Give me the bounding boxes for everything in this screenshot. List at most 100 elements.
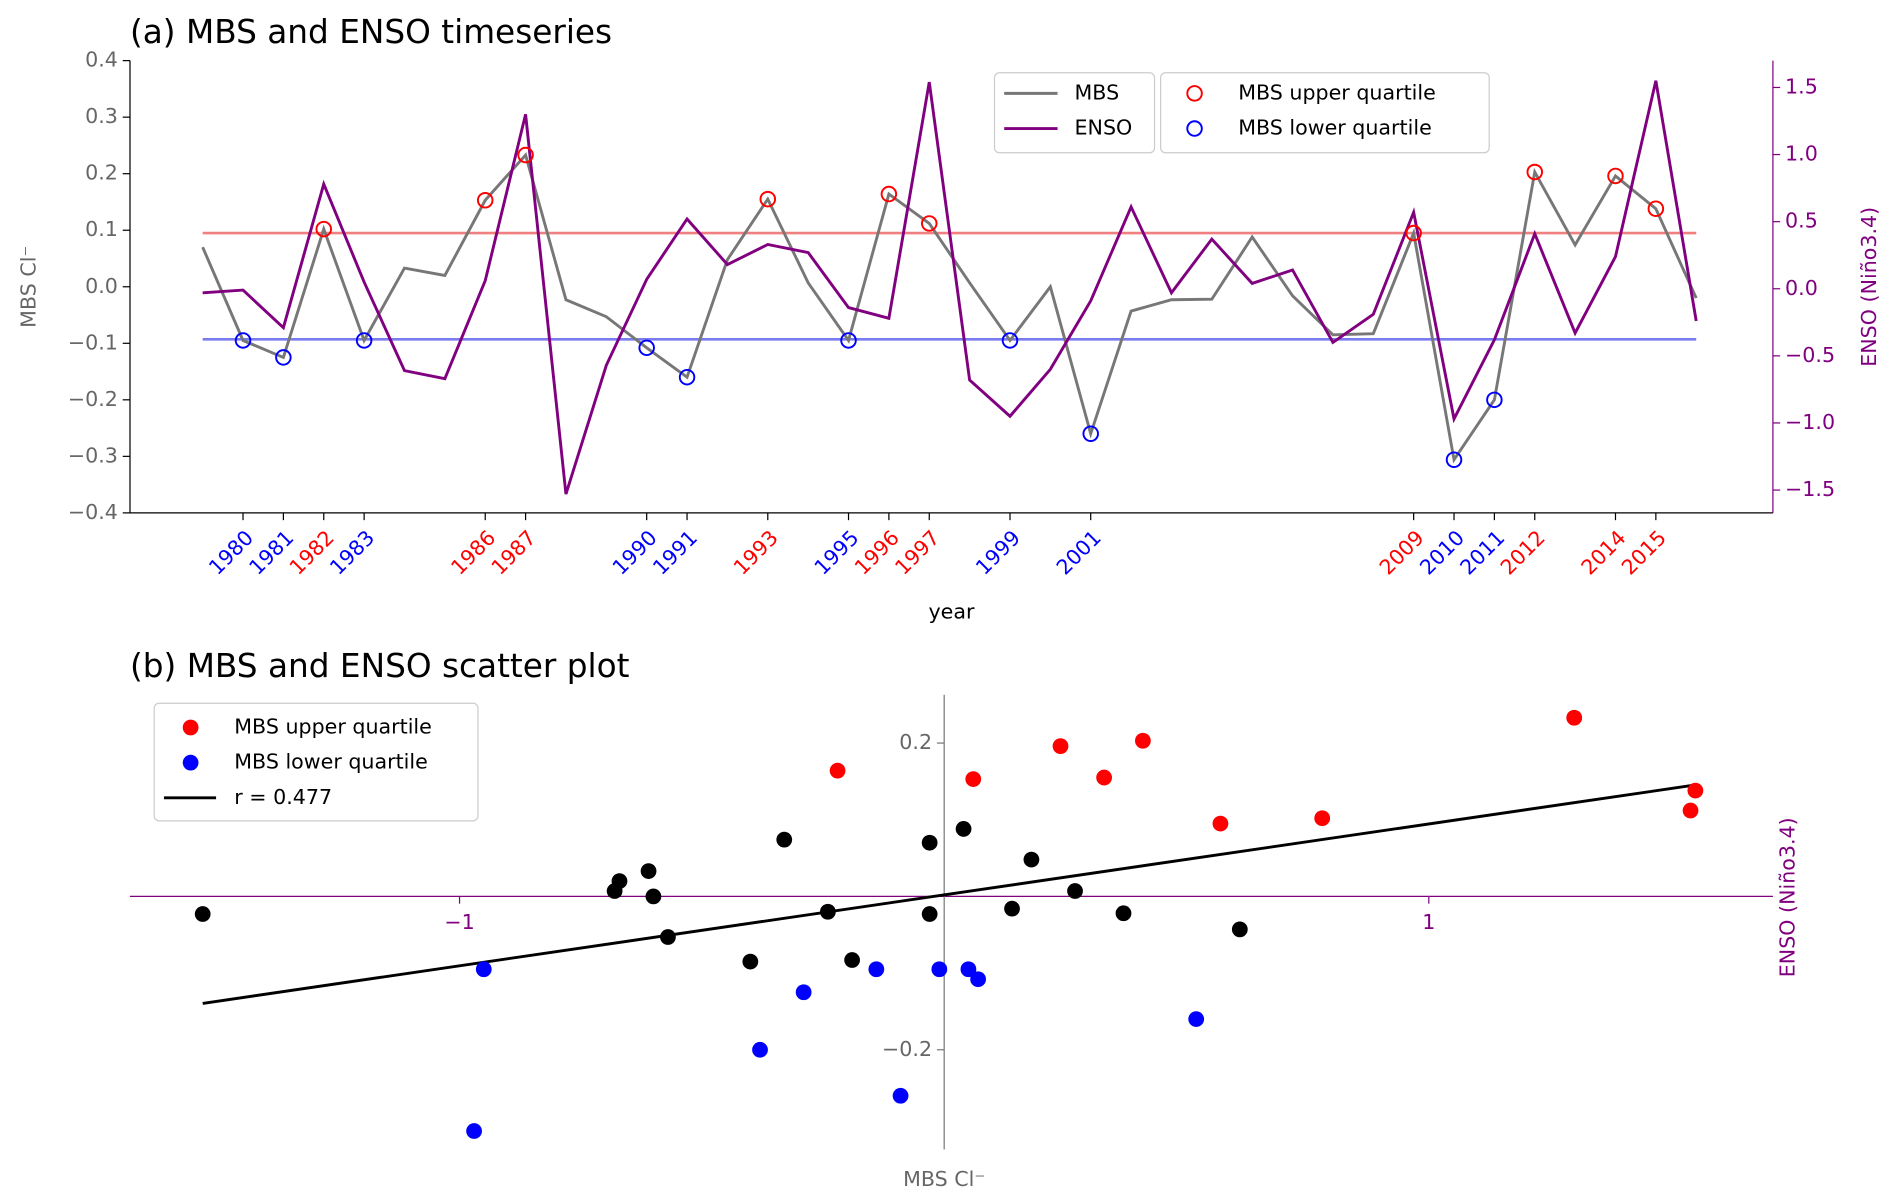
legend-swatch [1186, 85, 1203, 102]
x-tick-label: 2010 [1415, 526, 1469, 580]
y-tick-label: 0.4 [85, 48, 118, 72]
x-axis-label: ENSO (Niño3.4) [1776, 817, 1800, 977]
scatter-point [1566, 709, 1583, 726]
scatter-point [965, 771, 982, 787]
chart-title: (a) MBS and ENSO timeseries [130, 13, 612, 51]
scatter-point [194, 906, 211, 922]
quartile-marker [1526, 163, 1543, 181]
scatter-point [1314, 810, 1331, 827]
y2-tick-label: 1.5 [1785, 74, 1818, 98]
scatter-point [1212, 815, 1229, 832]
scatter-point [892, 1087, 909, 1104]
y-tick-label: 0.1 [85, 217, 118, 241]
quartile-marker [840, 332, 857, 349]
y2-tick-label: −0.5 [1785, 343, 1835, 367]
legend-box [1160, 72, 1490, 154]
y-tick-label: 0.2 [85, 161, 118, 185]
x-tick-label: 1990 [608, 526, 662, 580]
scatter-point [776, 831, 793, 848]
scatter-point [960, 961, 977, 978]
scatter-point [819, 903, 836, 920]
y-tick-label: −0.4 [68, 500, 118, 524]
y-tick-label: −0.3 [68, 443, 118, 467]
x-tick-label: 1981 [244, 526, 298, 580]
series-line [201, 152, 1698, 464]
scatter-point [1096, 769, 1112, 786]
legend-box [153, 702, 479, 822]
quartile-marker [1001, 332, 1019, 349]
scatter-point [475, 961, 492, 978]
quartile-marker [678, 368, 696, 386]
quartile-marker [1647, 200, 1665, 217]
quartile-marker [880, 185, 898, 203]
scatter-point [1004, 900, 1020, 917]
y2-tick-label: −1.0 [1785, 410, 1835, 434]
scatter-point [844, 952, 860, 968]
quartile-marker [476, 192, 494, 209]
x-tick-label: 1982 [285, 526, 339, 580]
quartile-marker [1607, 167, 1624, 185]
quartile-marker [638, 339, 655, 357]
scatter-point [660, 929, 676, 945]
legend-label: MBS upper quartile [1238, 80, 1436, 104]
scatter-point [1231, 921, 1248, 938]
x-tick-label: 1993 [729, 526, 783, 580]
legend-label: MBS [1075, 80, 1120, 104]
quartile-marker [355, 332, 373, 349]
quartile-marker [1486, 391, 1503, 409]
y-axis-label: MBS Cl⁻ [903, 1167, 985, 1191]
y-axis-label: MBS Cl⁻ [16, 246, 40, 328]
legend-label: MBS lower quartile [1238, 116, 1432, 140]
y-tick-label: 0.2 [899, 730, 932, 754]
x-tick-label: 1999 [971, 526, 1025, 580]
x-tick-label: 1991 [648, 526, 702, 580]
quartile-marker [275, 349, 292, 366]
scatter-point [752, 1041, 768, 1058]
x-tick-label: 1997 [890, 526, 944, 580]
scatter-point [931, 961, 948, 978]
legend-label: r = 0.477 [234, 785, 332, 809]
x-tick-label: 1980 [204, 526, 258, 580]
y-tick-label: −0.2 [882, 1037, 932, 1061]
quartile-marker [517, 146, 534, 164]
legend-label: MBS upper quartile [234, 714, 432, 738]
quartile-marker [921, 215, 938, 232]
y-tick-label: 0.3 [85, 104, 118, 128]
scatter-point [466, 1123, 482, 1139]
y2-tick-label: 0.0 [1785, 276, 1818, 300]
scatter-point [955, 821, 972, 837]
quartile-marker [759, 190, 777, 208]
legend-label: ENSO [1075, 116, 1133, 140]
quartile-marker [315, 220, 333, 238]
x-tick-label: 2009 [1375, 526, 1429, 580]
quartile-marker [234, 332, 252, 349]
scatter-point [829, 762, 846, 779]
scatter-point [1052, 738, 1069, 755]
quartile-marker [1082, 425, 1099, 442]
scatter-point [645, 888, 662, 905]
y2-tick-label: −1.5 [1785, 477, 1835, 501]
series-line [202, 80, 1698, 495]
scatter-point [1135, 732, 1151, 749]
x-tick-label: 2011 [1455, 526, 1509, 580]
y-tick-label: −0.2 [68, 387, 118, 411]
scatter-point [1682, 802, 1699, 819]
y2-axis-label: ENSO (Niño3.4) [1857, 207, 1881, 367]
scatter-point [795, 984, 812, 1001]
x-tick-label: 2012 [1496, 526, 1550, 580]
scatter-point [921, 834, 938, 851]
legend-swatch [182, 754, 199, 771]
y2-tick-label: 1.0 [1785, 142, 1818, 166]
x-tick-label: 1 [1422, 910, 1435, 934]
x-tick-label: 1987 [487, 526, 541, 580]
x-tick-label: 2015 [1617, 526, 1671, 580]
scatter-point [1067, 883, 1083, 899]
x-tick-label: 2001 [1052, 526, 1106, 580]
legend-swatch [182, 719, 199, 736]
scatter-point [1115, 905, 1132, 922]
legend-label: MBS lower quartile [234, 750, 428, 774]
y-tick-label: 0.0 [85, 274, 118, 298]
quartile-marker [1405, 224, 1422, 242]
x-tick-label: 1995 [810, 526, 864, 580]
x-tick-label: −1 [444, 910, 474, 934]
